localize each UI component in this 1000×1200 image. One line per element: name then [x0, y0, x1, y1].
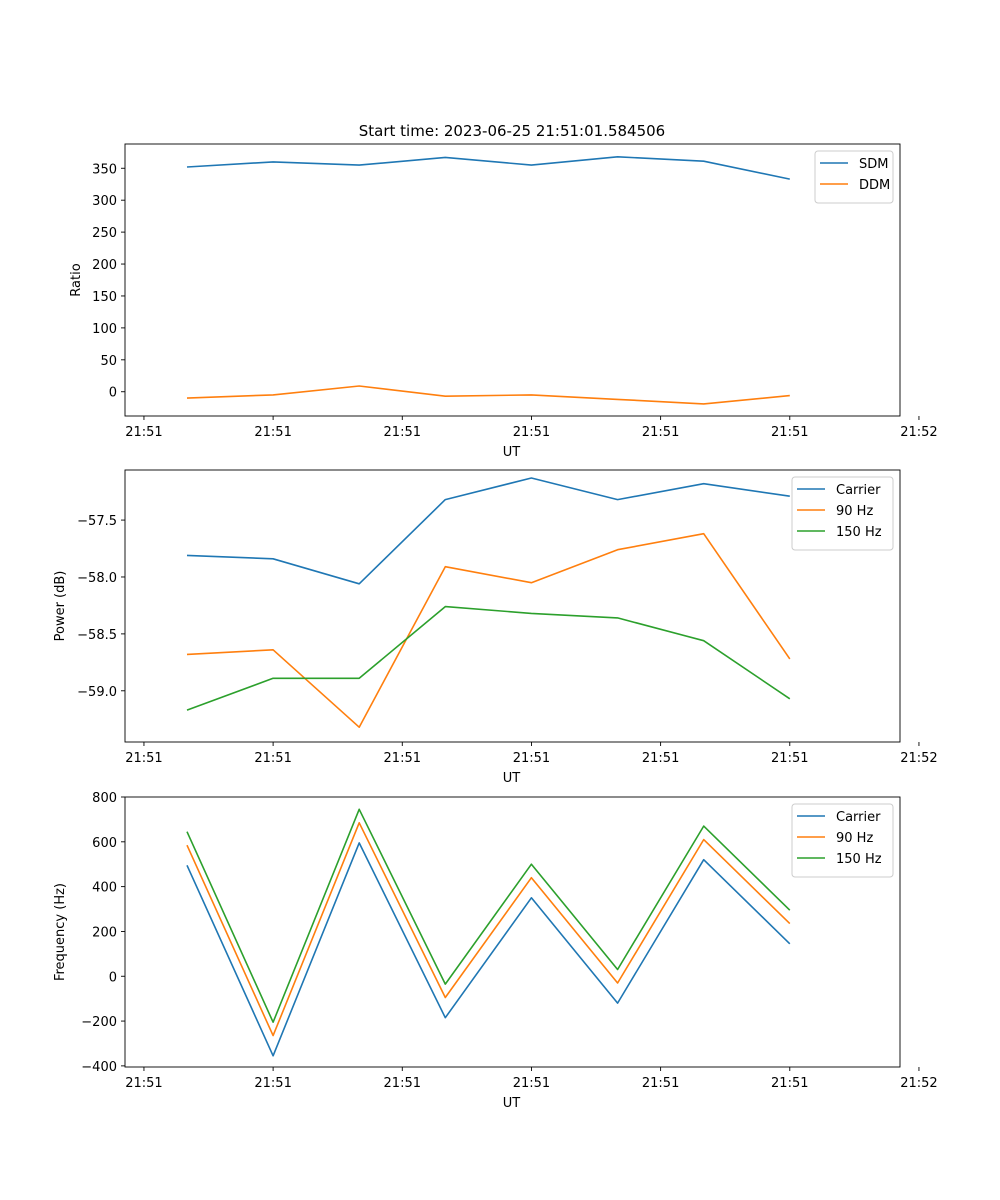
axes-frame — [124, 469, 901, 743]
y-tick-label: 200 — [92, 925, 117, 940]
y-tick-label: −400 — [81, 1060, 117, 1075]
y-tick-label: 250 — [92, 226, 117, 241]
legend-box — [814, 150, 894, 204]
y-tick-label: 0 — [109, 386, 117, 401]
y-tick-label: −200 — [81, 1015, 117, 1030]
y-tick-label: 0 — [109, 970, 117, 985]
x-tick-label: 21:51 — [254, 1076, 291, 1091]
axes-frame — [124, 143, 901, 417]
x-tick-label: 21:52 — [900, 1076, 937, 1091]
x-axis-label: UT — [503, 445, 521, 460]
series-line-3-2 — [186, 821, 791, 1037]
x-tick-label: 21:51 — [513, 425, 550, 440]
y-tick-label: 200 — [92, 258, 117, 273]
subplot-1: 21:51 21:51 21:51 21:51 21:51 21:51 21:52 0 50 10… — [69, 143, 938, 460]
x-tick-label: 21:51 — [125, 425, 162, 440]
x-tick-label: 21:51 — [254, 751, 291, 766]
y-tick-label: 800 — [92, 791, 117, 806]
y-axis-label: Power (dB) — [53, 571, 68, 642]
y-tick-label: 150 — [92, 290, 117, 305]
x-tick-label: 21:52 — [900, 425, 937, 440]
series-line-2-2 — [186, 532, 791, 729]
x-tick-label: 21:51 — [254, 425, 291, 440]
x-tick-label: 21:51 — [125, 1076, 162, 1091]
x-tick-label: 21:51 — [642, 425, 679, 440]
legend-label: SDM — [859, 157, 888, 172]
y-tick-label: 300 — [92, 194, 117, 209]
legend-label: 150 Hz — [836, 525, 882, 540]
x-tick-label: 21:51 — [513, 1076, 550, 1091]
y-tick-label: −58.0 — [77, 571, 117, 586]
legend: Carrier 90 Hz 150 Hz — [791, 476, 894, 551]
series-line-2-3 — [186, 605, 791, 711]
y-tick-label: −58.5 — [77, 628, 117, 643]
legend-label: DDM — [859, 178, 890, 193]
series-line-2-1 — [186, 477, 790, 585]
subplots: 21:51 21:51 21:51 21:51 21:51 21:51 21:52 0 50 10… — [53, 143, 938, 1111]
series-line-1-1 — [186, 156, 790, 180]
figure-title: Start time: 2023-06-25 21:51:01.584506 — [359, 122, 665, 140]
y-tick-label: −57.5 — [77, 514, 117, 529]
x-tick-label: 21:51 — [771, 1076, 808, 1091]
x-tick-label: 21:51 — [384, 751, 421, 766]
x-tick-label: 21:52 — [900, 751, 937, 766]
x-tick-label: 21:51 — [384, 425, 421, 440]
legend: Carrier 90 Hz 150 Hz — [791, 803, 894, 878]
series-line-1-2 — [186, 385, 790, 405]
legend-label: 90 Hz — [836, 831, 873, 846]
subplot-3: 21:51 21:51 21:51 21:51 21:51 21:51 21:52 −400 −… — [53, 791, 938, 1111]
legend-label: 90 Hz — [836, 504, 873, 519]
y-tick-label: 350 — [92, 162, 117, 177]
x-tick-label: 21:51 — [125, 751, 162, 766]
y-tick-label: 50 — [100, 354, 117, 369]
legend-label: Carrier — [836, 483, 881, 498]
y-axis-label: Frequency (Hz) — [53, 883, 68, 981]
axes-frame — [124, 796, 901, 1068]
series-line-3-3 — [186, 808, 791, 1024]
x-tick-label: 21:51 — [384, 1076, 421, 1091]
x-tick-label: 21:51 — [642, 1076, 679, 1091]
legend-label: 150 Hz — [836, 852, 882, 867]
y-tick-label: 400 — [92, 881, 117, 896]
legend: SDM DDM — [814, 150, 894, 204]
x-tick-label: 21:51 — [642, 751, 679, 766]
subplot-2: 21:51 21:51 21:51 21:51 21:51 21:51 21:52 −59.0… — [53, 469, 938, 786]
legend-label: Carrier — [836, 810, 881, 825]
series-line-3-1 — [186, 842, 791, 1057]
x-tick-label: 21:51 — [513, 751, 550, 766]
y-axis-label: Ratio — [69, 263, 84, 296]
y-tick-label: −59.0 — [77, 685, 117, 700]
x-axis-label: UT — [503, 771, 521, 786]
y-tick-label: 100 — [92, 322, 117, 337]
x-tick-label: 21:51 — [771, 751, 808, 766]
x-tick-label: 21:51 — [771, 425, 808, 440]
x-axis-label: UT — [503, 1096, 521, 1111]
y-tick-label: 600 — [92, 836, 117, 851]
